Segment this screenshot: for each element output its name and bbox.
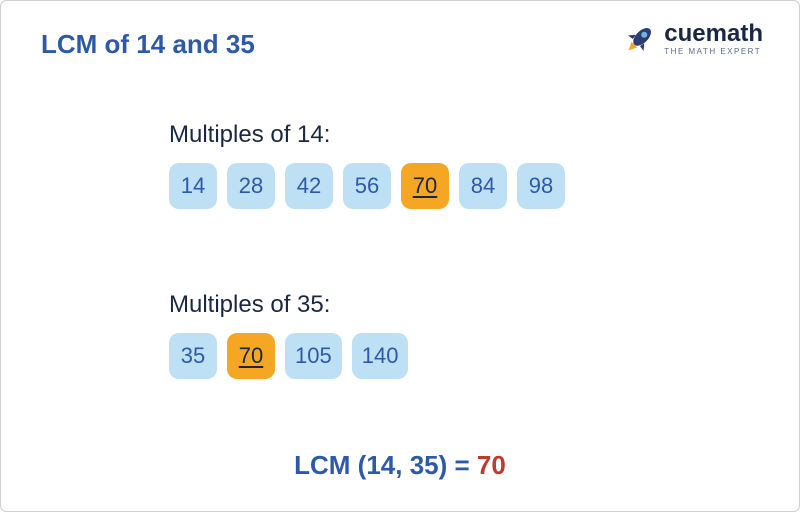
page-title: LCM of 14 and 35 [41,29,255,60]
section-title: Multiples of 14: [169,121,565,149]
chips-row: 14284256708498 [169,163,565,209]
logo-brand-text: cuemath [664,22,763,46]
multiple-chip: 56 [343,163,391,209]
multiple-chip: 98 [517,163,565,209]
multiple-chip: 42 [285,163,333,209]
multiple-chip: 35 [169,333,217,379]
multiple-chip: 105 [285,333,342,379]
chips-row: 3570105140 [169,333,408,379]
multiple-chip: 140 [352,333,409,379]
multiples-section: Multiples of 35: 3570105140 [169,291,408,379]
result-value: 70 [477,450,506,480]
logo-tagline: THE MATH EXPERT [664,48,763,56]
multiple-chip-highlight: 70 [401,163,449,209]
multiple-chip: 84 [459,163,507,209]
result-label: LCM (14, 35) = [294,450,477,480]
result-line: LCM (14, 35) = 70 [1,450,799,481]
rocket-icon [622,21,658,57]
multiple-chip: 28 [227,163,275,209]
multiple-chip-highlight: 70 [227,333,275,379]
multiple-chip: 14 [169,163,217,209]
section-title: Multiples of 35: [169,291,408,319]
multiples-section: Multiples of 14: 14284256708498 [169,121,565,209]
brand-logo: cuemath THE MATH EXPERT [622,21,763,57]
